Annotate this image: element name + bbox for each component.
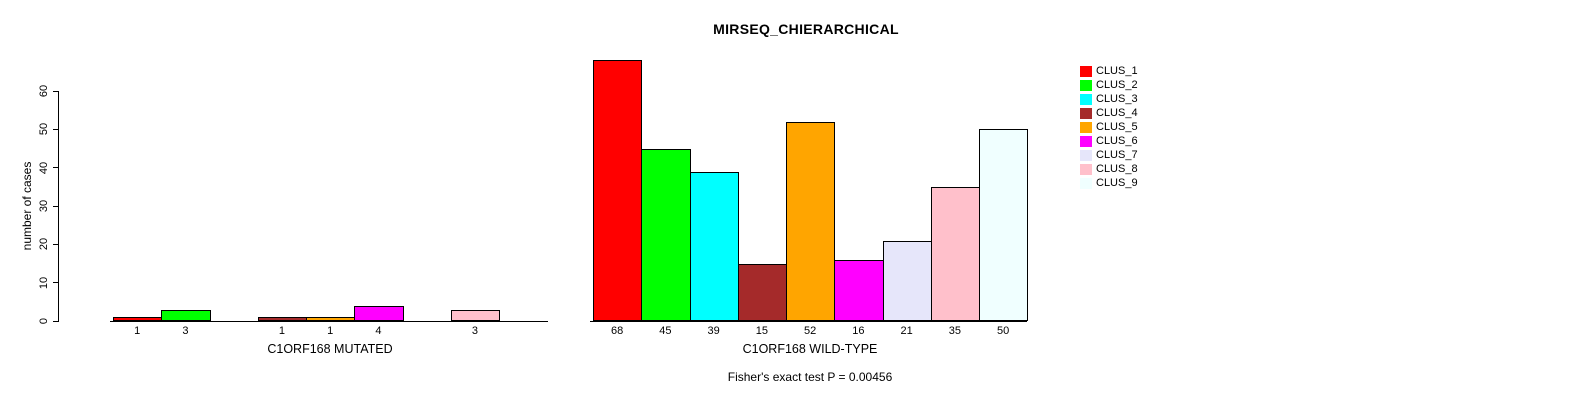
bar-value-label: 15 — [755, 325, 768, 337]
bar-value-label: 3 — [471, 325, 478, 337]
legend-swatch-clus-6 — [1080, 136, 1092, 147]
bar-value-label: 35 — [948, 325, 961, 337]
bar-value-label: 52 — [804, 325, 817, 337]
y-axis-line — [58, 91, 59, 322]
fisher-test-footnote: Fisher's exact test P = 0.00456 — [727, 370, 893, 384]
bar-value-label: 1 — [134, 325, 141, 337]
y-axis-tick — [53, 320, 58, 322]
bar-clus-9 — [979, 129, 1029, 321]
bar-value-label: 3 — [182, 325, 189, 337]
bar-value-label: 50 — [997, 325, 1010, 337]
bar-clus-2 — [161, 309, 211, 321]
legend-swatch-clus-4 — [1080, 108, 1092, 119]
y-axis-tick — [53, 167, 58, 169]
legend-label: CLUS_3 — [1096, 93, 1138, 105]
chart-title: MIRSEQ_CHIERARCHICAL — [713, 21, 899, 37]
legend-label: CLUS_5 — [1096, 121, 1138, 133]
bar-clus-8 — [450, 309, 500, 321]
bar-clus-5 — [786, 121, 836, 321]
y-axis-tick — [53, 128, 58, 130]
legend-swatch-clus-5 — [1080, 122, 1092, 133]
bar-clus-8 — [930, 186, 980, 321]
legend-label: CLUS_4 — [1096, 107, 1138, 119]
bar-clus-1 — [113, 317, 163, 321]
bar-clus-7 — [882, 240, 932, 321]
bar-value-label: 45 — [659, 325, 672, 337]
legend-swatch-clus-7 — [1080, 150, 1092, 161]
bar-clus-4 — [257, 317, 307, 321]
legend-swatch-clus-3 — [1080, 94, 1092, 105]
legend-label: CLUS_6 — [1096, 135, 1138, 147]
bar-value-label: 21 — [900, 325, 913, 337]
legend-label: CLUS_7 — [1096, 149, 1138, 161]
bar-clus-3 — [689, 171, 739, 321]
x-axis-baseline — [590, 321, 1027, 322]
y-axis-label: number of cases — [20, 161, 34, 251]
legend-swatch-clus-9 — [1080, 178, 1092, 189]
panel-xlabel-wildtype: C1ORF168 WILD-TYPE — [742, 342, 878, 356]
bar-value-label: 1 — [278, 325, 285, 337]
y-axis-tick — [53, 205, 58, 207]
y-axis-tick-label: 0 — [38, 317, 50, 325]
panel-xlabel-mutated: C1ORF168 MUTATED — [267, 342, 393, 356]
bar-clus-4 — [737, 263, 787, 321]
legend-label: CLUS_9 — [1096, 177, 1138, 189]
x-axis-baseline — [110, 321, 548, 322]
bar-value-label: 4 — [375, 325, 382, 337]
bar-value-label: 39 — [707, 325, 720, 337]
bar-clus-6 — [834, 259, 884, 321]
y-axis-tick-label: 40 — [38, 161, 50, 174]
y-axis-tick-label: 30 — [38, 199, 50, 213]
legend-label: CLUS_2 — [1096, 79, 1138, 91]
legend-swatch-clus-2 — [1080, 80, 1092, 91]
y-axis-tick-label: 20 — [38, 238, 50, 251]
legend-label: CLUS_8 — [1096, 163, 1138, 175]
legend-swatch-clus-8 — [1080, 164, 1092, 175]
bar-value-label: 1 — [327, 325, 334, 337]
y-axis-tick-label: 50 — [38, 123, 50, 136]
legend-label: CLUS_1 — [1096, 65, 1138, 77]
y-axis-tick — [53, 282, 58, 284]
bar-value-label: 68 — [611, 325, 624, 337]
y-axis-tick — [53, 243, 58, 245]
bar-clus-6 — [354, 305, 404, 321]
bar-clus-1 — [593, 60, 643, 321]
y-axis-tick — [53, 90, 58, 92]
y-axis-tick-label: 60 — [38, 84, 50, 98]
y-axis-tick-label: 10 — [38, 276, 50, 289]
bar-value-label: 16 — [852, 325, 865, 337]
bar-clus-5 — [306, 317, 356, 321]
bar-clus-2 — [641, 148, 691, 321]
legend-swatch-clus-1 — [1080, 66, 1092, 77]
